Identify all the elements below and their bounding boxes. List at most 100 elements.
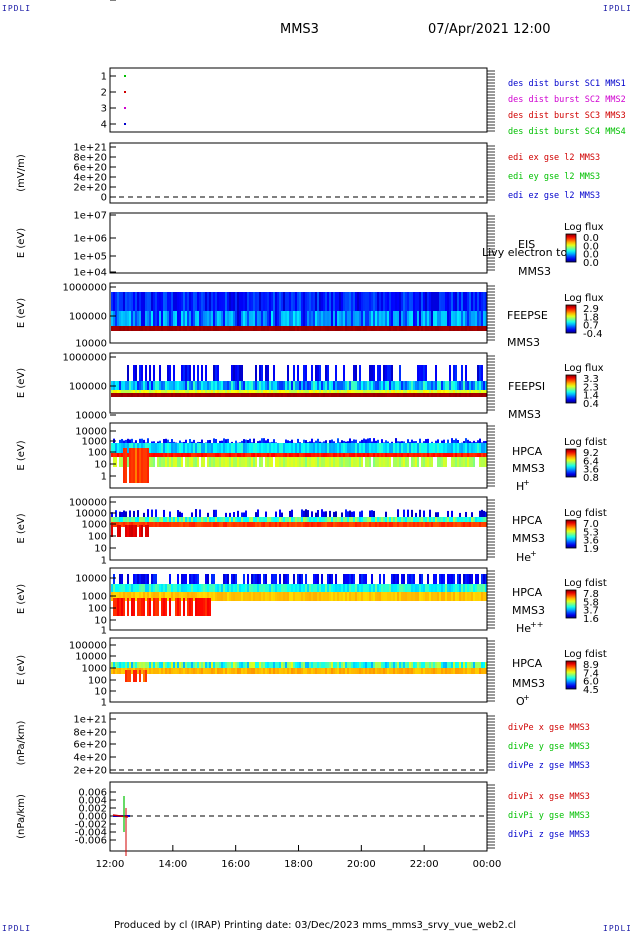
heatmap-cell: [173, 311, 175, 327]
heatmap-cell: [399, 381, 401, 392]
heatmap-cell: [425, 292, 427, 327]
heatmap-cell: [217, 584, 219, 592]
heatmap-cell: [253, 584, 255, 592]
heatmap-cell: [175, 584, 177, 592]
heatmap-cell: [413, 522, 415, 527]
heatmap-cell: [399, 393, 401, 397]
heatmap-cell: [233, 522, 235, 527]
heatmap-cell: [163, 393, 165, 397]
heatmap-cell: [403, 592, 405, 601]
colorbar-tick-label: 3.7: [583, 606, 599, 617]
heatmap-cell: [357, 662, 359, 669]
heatmap-cell: [183, 365, 185, 383]
heatmap-cell: [191, 517, 193, 522]
heatmap-cell: [319, 457, 321, 467]
heatmap-cell: [141, 438, 143, 445]
heatmap-cell: [309, 390, 311, 394]
heatmap-cell: [347, 592, 349, 601]
heatmap-cell: [207, 592, 209, 601]
heatmap-cell: [255, 457, 257, 467]
heatmap-cell: [183, 453, 185, 457]
burst-point: [124, 107, 126, 109]
heatmap-cell: [455, 584, 457, 592]
heatmap-cell: [367, 292, 369, 327]
heatmap-cell: [281, 668, 283, 674]
heatmap-cell: [259, 443, 261, 454]
heatmap-cell: [233, 393, 235, 397]
heatmap-cell: [437, 592, 439, 601]
heatmap-cell: [391, 292, 393, 327]
heatmap-cell: [373, 365, 375, 383]
heatmap-cell: [215, 439, 217, 445]
heatmap-cell: [357, 381, 359, 392]
heatmap-cell: [237, 393, 239, 397]
heatmap-cell: [139, 438, 141, 445]
heatmap-cell: [477, 574, 479, 586]
heatmap-cell: [257, 668, 259, 674]
heatmap-cell: [195, 509, 197, 517]
heatmap-cell: [351, 511, 353, 517]
heatmap-cell: [187, 598, 189, 616]
heatmap-cell: [285, 381, 287, 392]
colorbar-tick-label: 1.8: [583, 312, 599, 323]
heatmap-cell: [287, 292, 289, 327]
heatmap-cell: [365, 390, 367, 394]
heatmap-cell: [225, 439, 227, 445]
heatmap-cell: [457, 457, 459, 467]
heatmap-cell: [205, 574, 207, 586]
heatmap-cell: [327, 326, 329, 331]
heatmap-cell: [229, 457, 231, 467]
heatmap-cell: [119, 393, 121, 397]
heatmap-cell: [235, 365, 237, 383]
heatmap-cell: [197, 457, 199, 467]
heatmap-cell: [217, 393, 219, 397]
heatmap-cell: [303, 365, 305, 383]
heatmap-cell: [155, 592, 157, 601]
heatmap-cell: [235, 390, 237, 394]
heatmap-cell: [233, 517, 235, 522]
heatmap-cell: [123, 390, 125, 394]
heatmap-cell: [311, 517, 313, 522]
heatmap-cell: [283, 574, 285, 586]
heatmap-cell: [417, 326, 419, 331]
heatmap-cell: [211, 522, 213, 527]
heatmap-cell: [127, 453, 129, 457]
heatmap-cell: [213, 453, 215, 457]
heatmap-cell: [223, 443, 225, 454]
heatmap-cell: [451, 326, 453, 331]
heatmap-cell: [293, 668, 295, 674]
heatmap-cell: [217, 668, 219, 674]
heatmap-cell: [457, 381, 459, 392]
heatmap-cell: [333, 584, 335, 592]
colorbar-title: Log fdist: [564, 649, 607, 660]
heatmap-cell: [115, 453, 117, 457]
heatmap-cell: [451, 381, 453, 392]
heatmap-cell: [217, 457, 219, 467]
heatmap-cell: [129, 522, 131, 527]
heatmap-cell: [143, 584, 145, 592]
heatmap-cell: [151, 311, 153, 327]
heatmap-cell: [251, 662, 253, 669]
heatmap-cell: [311, 511, 313, 517]
heatmap-cell: [259, 365, 261, 383]
heatmap-cell: [179, 453, 181, 457]
heatmap-cell: [385, 584, 387, 592]
heatmap-cell: [481, 453, 483, 457]
heatmap-cell: [187, 522, 189, 527]
heatmap-cell: [359, 381, 361, 392]
heatmap-cell: [153, 365, 155, 383]
heatmap-cell: [465, 453, 467, 457]
heatmap-cell: [291, 517, 293, 522]
heatmap-cell: [173, 443, 175, 454]
heatmap-cell: [315, 592, 317, 601]
heatmap-cell: [323, 393, 325, 397]
heatmap-cell: [205, 517, 207, 522]
heatmap-cell: [241, 390, 243, 394]
heatmap-cell: [225, 393, 227, 397]
heatmap-cell: [363, 390, 365, 394]
heatmap-cell: [155, 390, 157, 394]
heatmap-cell: [459, 393, 461, 397]
heatmap-cell: [359, 522, 361, 527]
heatmap-cell: [255, 326, 257, 331]
heatmap-cell: [243, 668, 245, 674]
